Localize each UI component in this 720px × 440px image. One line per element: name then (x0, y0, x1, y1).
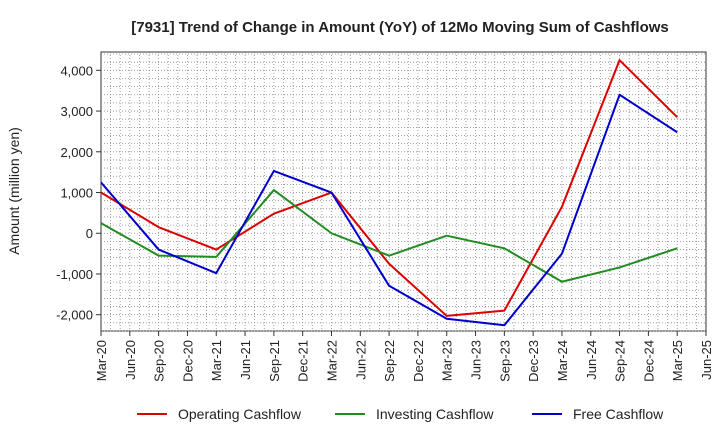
y-axis-label: Amount (million yen) (6, 127, 22, 255)
plot-area (100, 51, 707, 332)
legend-label: Investing Cashflow (376, 406, 494, 422)
x-tick-label: Mar-20 (94, 340, 109, 381)
x-tick-label: Sep-22 (382, 340, 397, 382)
x-tick-label: Sep-23 (497, 340, 512, 382)
x-tick-label: Jun-22 (353, 340, 368, 380)
x-tick-label: Dec-21 (296, 340, 311, 382)
x-tick-label: Sep-24 (613, 340, 628, 382)
x-axis-ticks: Mar-20 Jun-20 Sep-20 Dec-20 Mar-21 Jun-21 Sep-… (94, 331, 714, 382)
x-tick-label: Jun-20 (123, 340, 138, 380)
x-tick-label: Dec-24 (641, 340, 656, 382)
y-tick-label: 1,000 (60, 186, 93, 201)
chart-title: [7931] Trend of Change in Amount (YoY) o… (131, 19, 669, 36)
legend: Operating Cashflow Investing Cashflow Free… (137, 406, 664, 422)
x-tick-label: Sep-20 (152, 340, 167, 382)
x-tick-label: Mar-24 (555, 340, 570, 381)
x-tick-label: Jun-21 (238, 340, 253, 380)
series-line-operating-cashflow (100, 59, 678, 317)
x-tick-label: Jun-25 (699, 340, 714, 380)
y-tick-label: 3,000 (60, 104, 93, 119)
y-tick-label: 0 (86, 226, 93, 241)
x-tick-label: Dec-22 (411, 340, 426, 382)
legend-label: Free Cashflow (573, 406, 664, 422)
x-tick-label: Dec-23 (526, 340, 541, 382)
plot-frame (100, 51, 707, 332)
legend-label: Operating Cashflow (178, 406, 302, 422)
series-line-free-cashflow (100, 93, 678, 327)
x-tick-label: Mar-25 (670, 340, 685, 381)
x-tick-label: Dec-20 (180, 340, 195, 382)
y-tick-label: 2,000 (60, 145, 93, 160)
x-tick-label: Mar-21 (209, 340, 224, 381)
y-tick-label: 4,000 (60, 63, 93, 78)
y-tick-label: -1,000 (56, 267, 93, 282)
x-tick-label: Jun-23 (469, 340, 484, 380)
y-tick-label: -2,000 (56, 308, 93, 323)
x-tick-label: Sep-21 (267, 340, 282, 382)
series-line-investing-cashflow (100, 189, 678, 283)
series-lines (100, 59, 678, 327)
x-tick-label: Jun-24 (584, 340, 599, 380)
x-tick-label: Mar-22 (324, 340, 339, 381)
y-axis-ticks: -2,000 -1,000 0 1,000 2,000 3,000 4,000 (56, 63, 101, 323)
x-tick-label: Mar-23 (440, 340, 455, 381)
